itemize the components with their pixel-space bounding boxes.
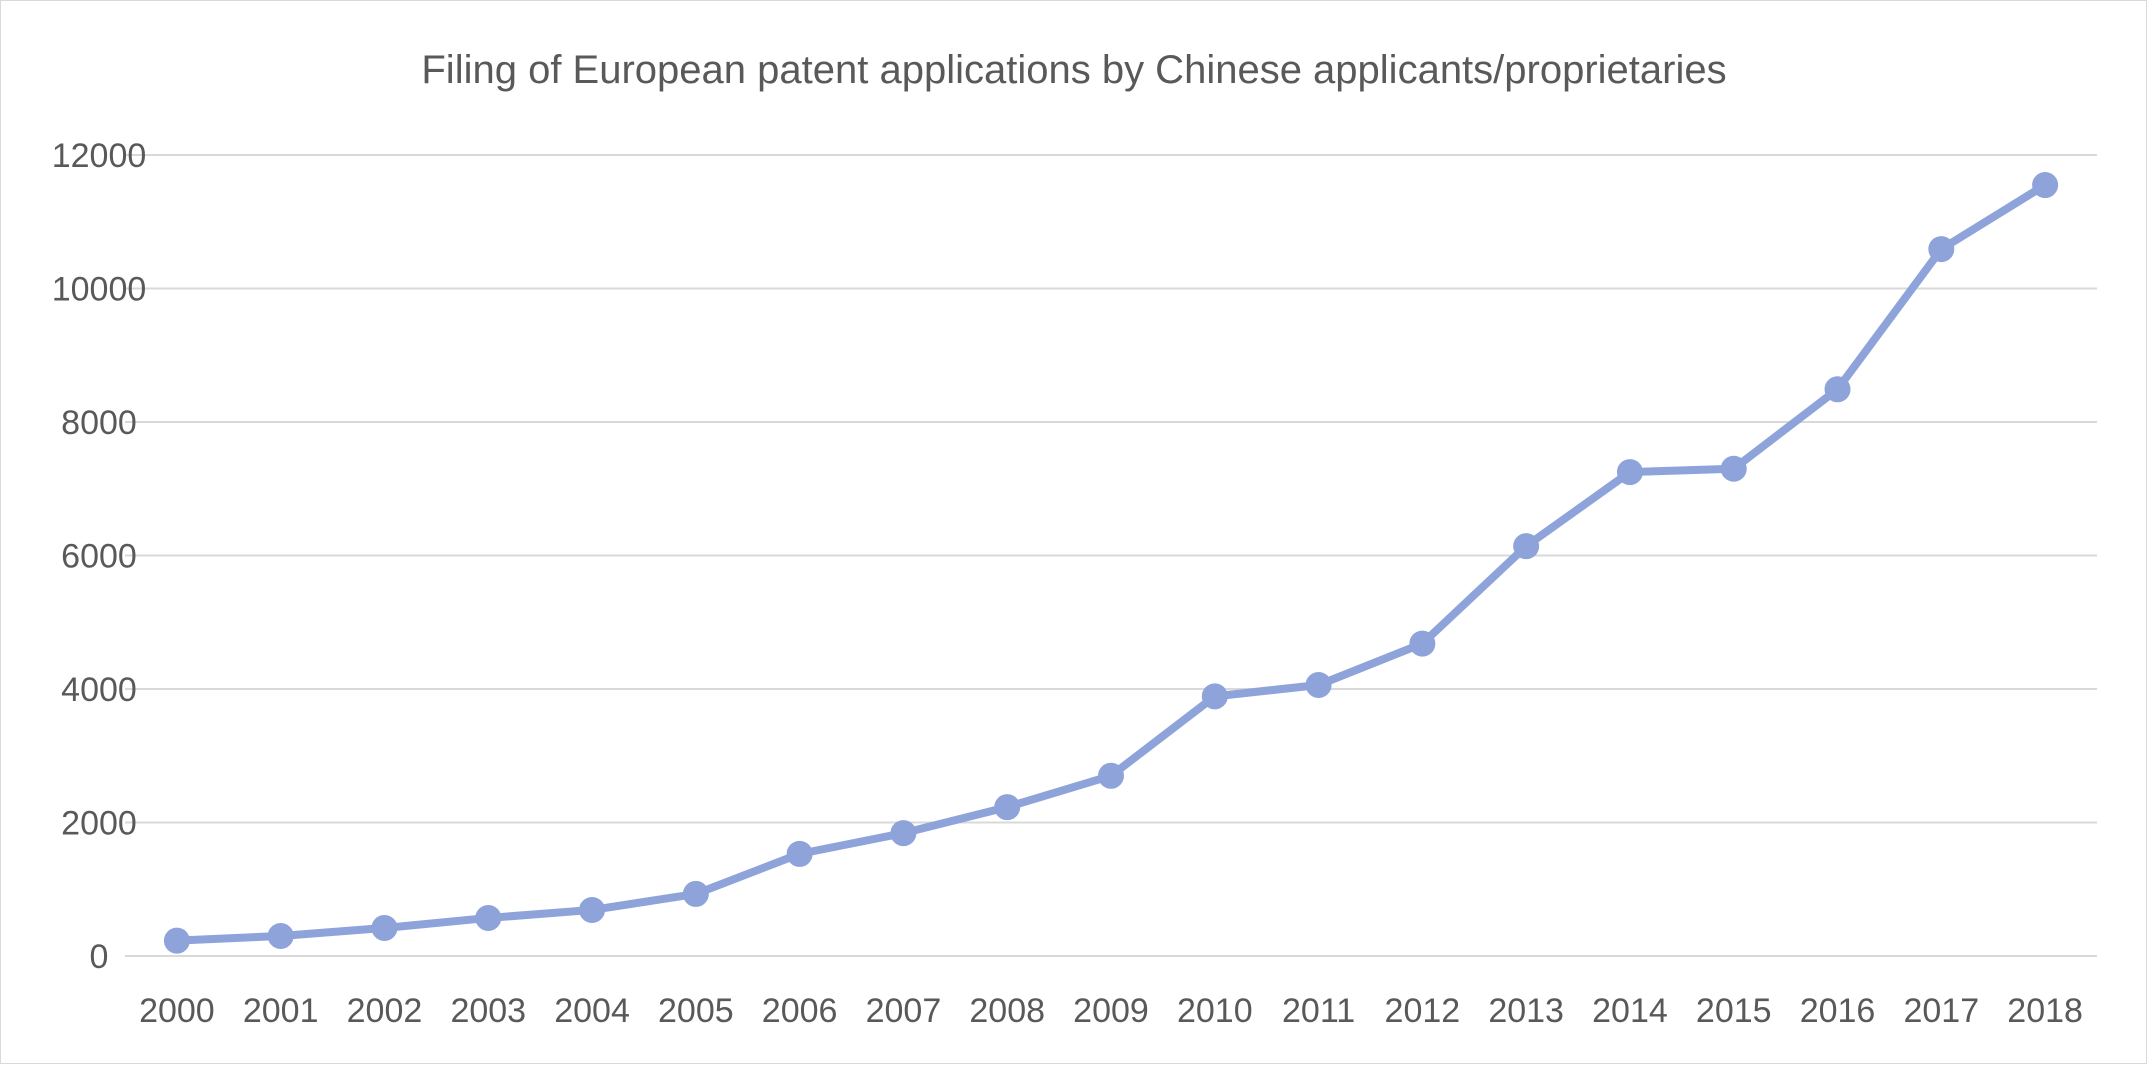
x-axis-ticks: 2000 2001 2002 2003 2004 2005 2006 2007 2008 2009… — [139, 992, 2083, 1030]
data-point — [579, 896, 606, 923]
y-tick-label: 10000 — [52, 271, 147, 309]
x-tick-label: 2016 — [1800, 992, 1876, 1030]
data-point — [994, 794, 1021, 821]
data-point — [475, 904, 502, 931]
data-point — [2032, 172, 2059, 199]
x-tick-label: 2017 — [1903, 992, 1979, 1030]
x-tick-label: 2004 — [554, 992, 630, 1030]
x-tick-label: 2008 — [969, 992, 1045, 1030]
x-tick-label: 2002 — [347, 992, 423, 1030]
x-tick-label: 2013 — [1488, 992, 1564, 1030]
x-tick-label: 2003 — [450, 992, 526, 1030]
y-tick-label: 12000 — [52, 137, 147, 175]
data-point — [1928, 236, 1955, 263]
series-group — [163, 172, 2059, 954]
data-point — [267, 922, 294, 949]
y-axis-ticks: 0 2000 4000 6000 8000 10000 12000 — [52, 137, 147, 976]
data-point — [163, 927, 190, 954]
series — [163, 172, 2059, 954]
y-tick-label: 8000 — [61, 404, 137, 442]
x-tick-label: 2000 — [139, 992, 215, 1030]
x-tick-label: 2014 — [1592, 992, 1668, 1030]
y-tick-label: 6000 — [61, 538, 137, 576]
data-point — [1098, 762, 1124, 789]
x-tick-label: 2018 — [2007, 992, 2083, 1030]
x-tick-label: 2015 — [1696, 992, 1772, 1030]
data-point — [1824, 376, 1851, 403]
x-tick-label: 2007 — [866, 992, 942, 1030]
y-tick-label: 4000 — [61, 671, 137, 709]
x-tick-label: 2009 — [1073, 992, 1149, 1030]
data-point — [1201, 683, 1228, 710]
y-tick-label: 2000 — [61, 805, 137, 843]
data-point — [1305, 671, 1332, 698]
x-tick-label: 2001 — [243, 992, 319, 1030]
data-point — [1409, 630, 1436, 657]
data-point — [1513, 533, 1540, 560]
data-point — [1720, 455, 1747, 482]
data-point — [682, 880, 709, 907]
x-tick-label: 2011 — [1282, 992, 1355, 1030]
data-point — [786, 840, 813, 867]
y-tick-label: 0 — [90, 938, 109, 976]
data-point — [371, 914, 398, 941]
x-tick-label: 2012 — [1385, 992, 1461, 1030]
x-tick-label: 2006 — [762, 992, 838, 1030]
gridlines — [125, 154, 2097, 824]
series-line — [172, 181, 2050, 945]
data-point — [890, 820, 917, 847]
data-point — [1616, 459, 1643, 486]
x-tick-label: 2010 — [1177, 992, 1253, 1030]
chart-title: Filing of European patent applications b… — [421, 48, 1726, 92]
x-tick-label: 2005 — [658, 992, 734, 1030]
